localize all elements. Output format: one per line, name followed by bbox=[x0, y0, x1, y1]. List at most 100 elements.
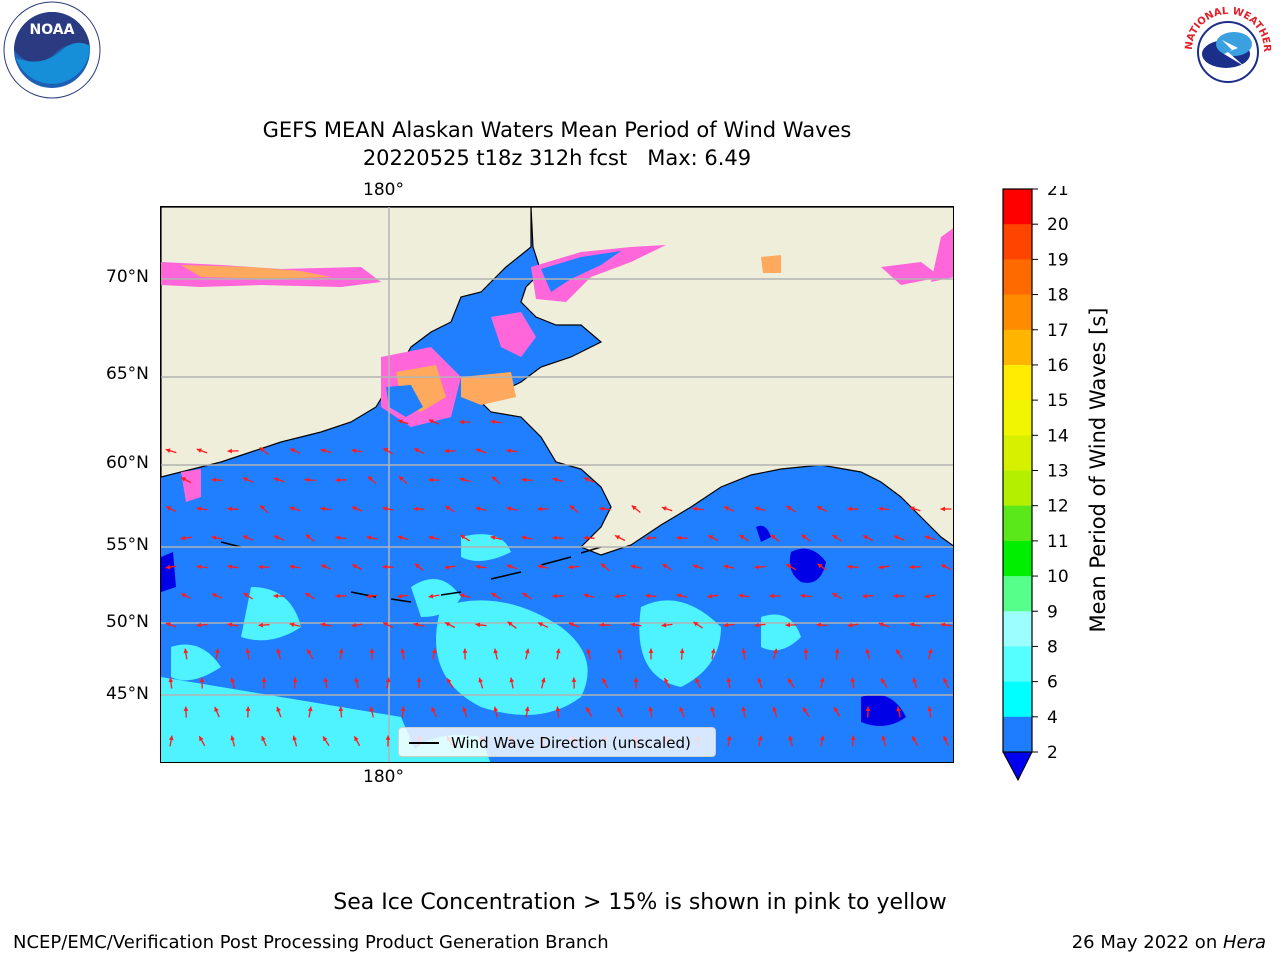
colorbar-tick-label: 21 bbox=[1047, 186, 1069, 200]
wave-arrow-head bbox=[227, 564, 233, 570]
wave-arrow-head bbox=[227, 622, 233, 628]
wave-arrow-head bbox=[196, 622, 202, 628]
wave-arrow-head bbox=[183, 706, 189, 711]
colorbar-tick-label: 8 bbox=[1047, 637, 1058, 657]
wave-arrow-head bbox=[385, 735, 391, 740]
wave-arrow-head bbox=[335, 593, 340, 599]
svg-text:NOAA: NOAA bbox=[30, 22, 75, 38]
wave-arrow-head bbox=[878, 622, 884, 627]
wave-arrow-head bbox=[323, 677, 329, 683]
wave-arrow-head bbox=[708, 535, 714, 540]
colorbar-tick-label: 14 bbox=[1047, 426, 1069, 446]
sea-ice bbox=[161, 228, 953, 502]
wave-arrow-head bbox=[847, 622, 853, 628]
wave-arrow-head bbox=[537, 564, 543, 570]
wave-arrow-head bbox=[569, 505, 575, 511]
wave-arrow-head bbox=[940, 506, 945, 512]
wave-arrow-head bbox=[801, 534, 807, 540]
wave-arrow-head bbox=[817, 506, 823, 511]
wave-arrow-head bbox=[338, 648, 344, 654]
wave-arrow-head bbox=[785, 622, 790, 628]
wave-arrow-head bbox=[679, 648, 685, 654]
wave-arrow-head bbox=[726, 735, 732, 741]
wave-arrow-head bbox=[366, 593, 372, 599]
colorbar: 21 20 19 18 17 16 15 14 13 12 11 10 9 8 6 4 2 bbox=[1000, 180, 1080, 786]
wave-arrow-head bbox=[320, 622, 326, 628]
colorbar-tick-label: 17 bbox=[1047, 321, 1069, 341]
wave-arrow-head bbox=[819, 677, 825, 683]
wave-arrow-head bbox=[352, 564, 358, 569]
colorbar-bin bbox=[1003, 716, 1032, 753]
wave-arrow-head bbox=[927, 706, 933, 712]
wave-arrow-head bbox=[399, 476, 404, 481]
wave-arrow-head bbox=[555, 706, 561, 712]
wave-arrow-head bbox=[445, 506, 451, 511]
wave-arrow-head bbox=[261, 677, 267, 682]
wave-arrow-head bbox=[521, 477, 527, 483]
wave-arrow-head bbox=[431, 648, 437, 654]
wave-arrow-head bbox=[506, 448, 512, 454]
colorbar-bin bbox=[1003, 470, 1032, 507]
wave-arrow-head bbox=[599, 506, 605, 512]
wave-arrow-head bbox=[506, 506, 512, 512]
wave-arrow-head bbox=[865, 706, 871, 711]
wave-arrow-head bbox=[726, 677, 732, 683]
wave-arrow-head bbox=[893, 535, 899, 540]
wave-arrow-head bbox=[679, 706, 684, 712]
wave-arrow-head bbox=[676, 593, 682, 598]
wave-arrow-head bbox=[260, 505, 265, 510]
wave-arrow-head bbox=[754, 622, 760, 628]
wave-arrow-head bbox=[181, 477, 187, 482]
wave-arrow-head bbox=[416, 677, 422, 682]
wave-arrow-head bbox=[354, 736, 359, 742]
wave-arrow-head bbox=[227, 506, 232, 512]
colorbar-tick-label: 4 bbox=[1047, 708, 1058, 728]
wave-arrow-head bbox=[741, 648, 747, 654]
colorbar-bin bbox=[1003, 681, 1032, 718]
wave-arrow-head bbox=[397, 419, 403, 424]
wave-arrow-head bbox=[276, 648, 282, 654]
wave-arrow-head bbox=[692, 506, 698, 512]
wave-arrow-head bbox=[924, 535, 930, 540]
colorbar-bin bbox=[1003, 611, 1032, 647]
wave-arrow-head bbox=[367, 476, 373, 481]
wave-arrow-head bbox=[909, 622, 915, 628]
wave-arrow-head bbox=[211, 593, 217, 598]
wave-arrow-head bbox=[475, 506, 481, 512]
wave-arrow-head bbox=[710, 648, 716, 654]
wave-arrow-head bbox=[292, 677, 298, 683]
wave-arrow-head bbox=[661, 506, 667, 511]
wave-arrow-head bbox=[692, 564, 698, 569]
wave-arrow-head bbox=[245, 706, 251, 711]
wave-arrow-head bbox=[369, 706, 374, 712]
legend-line-swatch bbox=[409, 742, 439, 744]
wave-arrow-head bbox=[878, 564, 884, 570]
wave-arrow-head bbox=[723, 564, 729, 570]
wave-arrow-head bbox=[196, 448, 202, 453]
wave-arrow-head bbox=[493, 706, 499, 712]
wave-arrow-head bbox=[617, 707, 622, 713]
wave-arrow-head bbox=[912, 736, 917, 742]
colorbar-bin bbox=[1003, 224, 1032, 260]
colorbar-tick-label: 15 bbox=[1047, 391, 1069, 411]
wave-arrow-head bbox=[693, 621, 699, 627]
colorbar-bin bbox=[1003, 400, 1032, 436]
wave-arrow-head bbox=[555, 648, 561, 654]
wave-arrow-head bbox=[599, 622, 604, 628]
colorbar-bin bbox=[1003, 646, 1032, 683]
wave-arrow-head bbox=[320, 506, 326, 512]
colorbar-bin bbox=[1003, 189, 1032, 225]
wave-arrow-head bbox=[165, 448, 171, 453]
wave-arrow-head bbox=[214, 707, 219, 712]
wave-arrow-head bbox=[800, 593, 806, 599]
lat-label-45: 45°N bbox=[106, 684, 149, 704]
wave-arrow-head bbox=[491, 593, 497, 598]
wave-arrow-head bbox=[834, 707, 839, 713]
bottom-lon-label: 180° bbox=[363, 767, 404, 787]
wave-arrow-head bbox=[258, 622, 264, 628]
wave-arrow-head bbox=[509, 677, 515, 683]
sea-ice-note: Sea Ice Concentration > 15% is shown in … bbox=[333, 890, 947, 915]
wave-arrow-head bbox=[862, 593, 867, 599]
wave-arrow-head bbox=[321, 564, 326, 569]
wave-arrow-head bbox=[602, 678, 607, 684]
